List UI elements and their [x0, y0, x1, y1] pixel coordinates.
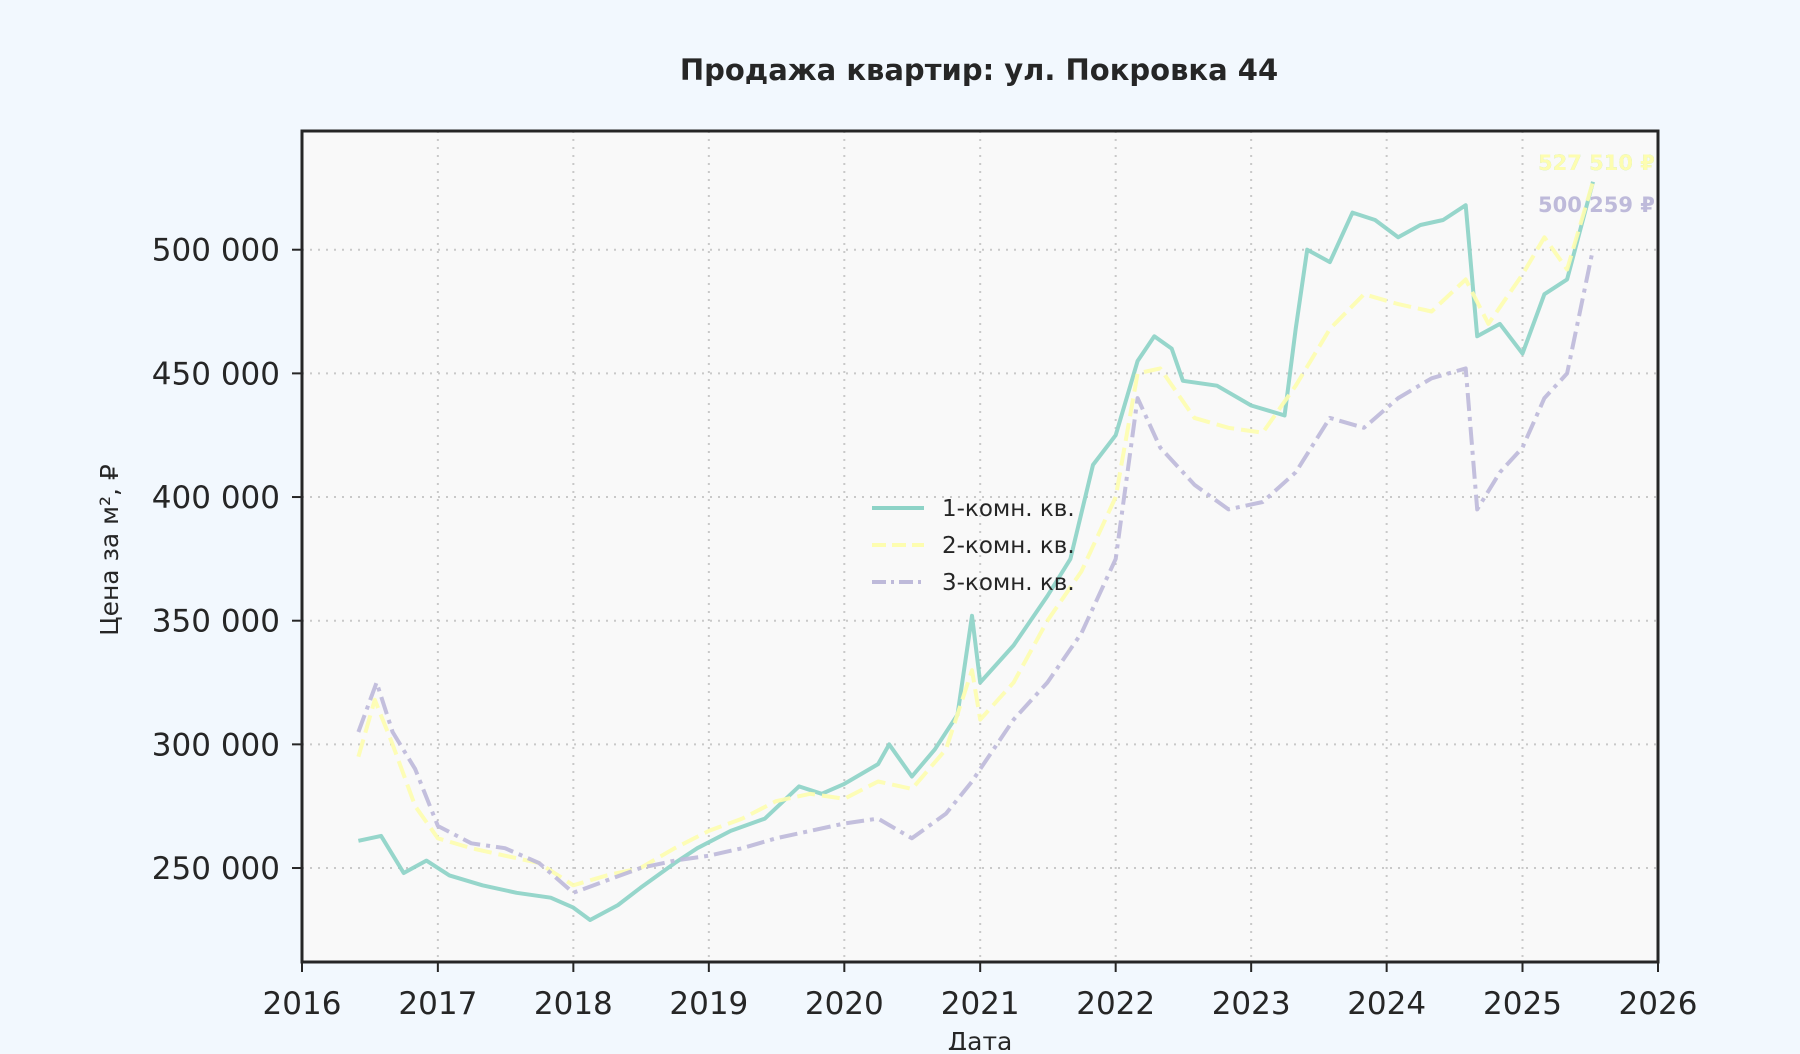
y-tick-label: 250 000 — [152, 851, 280, 887]
grid — [301, 131, 1659, 962]
series-layer — [356, 181, 1595, 922]
end-value-label-2: 527 510 ₽ — [1538, 151, 1655, 175]
plot-area — [302, 131, 1658, 962]
chart-title: Продажа квартир: ул. Покровка 44 — [680, 53, 1278, 87]
series-line-1 — [357, 181, 1595, 922]
x-axis-label: Дата — [948, 1027, 1013, 1050]
x-tick-label: 2021 — [941, 986, 1020, 1022]
y-axis-label: Цена за м², ₽ — [95, 464, 124, 636]
y-tick-label: 500 000 — [152, 233, 280, 269]
legend-label-1: 1-комн. кв. — [942, 496, 1075, 522]
y-tick-label: 350 000 — [152, 604, 280, 640]
x-tick-label: 2019 — [669, 986, 748, 1022]
x-tick-label: 2024 — [1347, 986, 1426, 1022]
x-tick-label: 2017 — [398, 986, 477, 1022]
legend-label-3: 3-комн. кв. — [942, 570, 1075, 596]
x-tick-label: 2016 — [263, 986, 342, 1022]
series-line-3 — [356, 248, 1595, 895]
x-tick-label: 2022 — [1076, 986, 1155, 1022]
x-tick-label: 2025 — [1483, 986, 1562, 1022]
y-tick-label: 300 000 — [152, 727, 280, 763]
legend: 1-комн. кв. 2-комн. кв. 3-комн. кв. — [872, 496, 1075, 596]
x-tick-label: 2026 — [1619, 986, 1698, 1022]
y-tick-label: 400 000 — [152, 480, 280, 516]
y-tick-label: 450 000 — [152, 356, 280, 392]
legend-label-2: 2-комн. кв. — [942, 533, 1075, 559]
end-labels: 527 510 ₽527 510 ₽500 259 ₽ — [1538, 151, 1655, 217]
axis-ticks: 2016 2017 2018 2019 2020 2021 2022 2023 2024 2025… — [152, 233, 1698, 1022]
x-tick-label: 2020 — [805, 986, 884, 1022]
x-tick-label: 2018 — [534, 986, 613, 1022]
end-value-label-1: 527 510 ₽ — [1538, 151, 1655, 175]
end-value-label-3: 500 259 ₽ — [1538, 193, 1655, 217]
x-tick-label: 2023 — [1212, 986, 1291, 1022]
